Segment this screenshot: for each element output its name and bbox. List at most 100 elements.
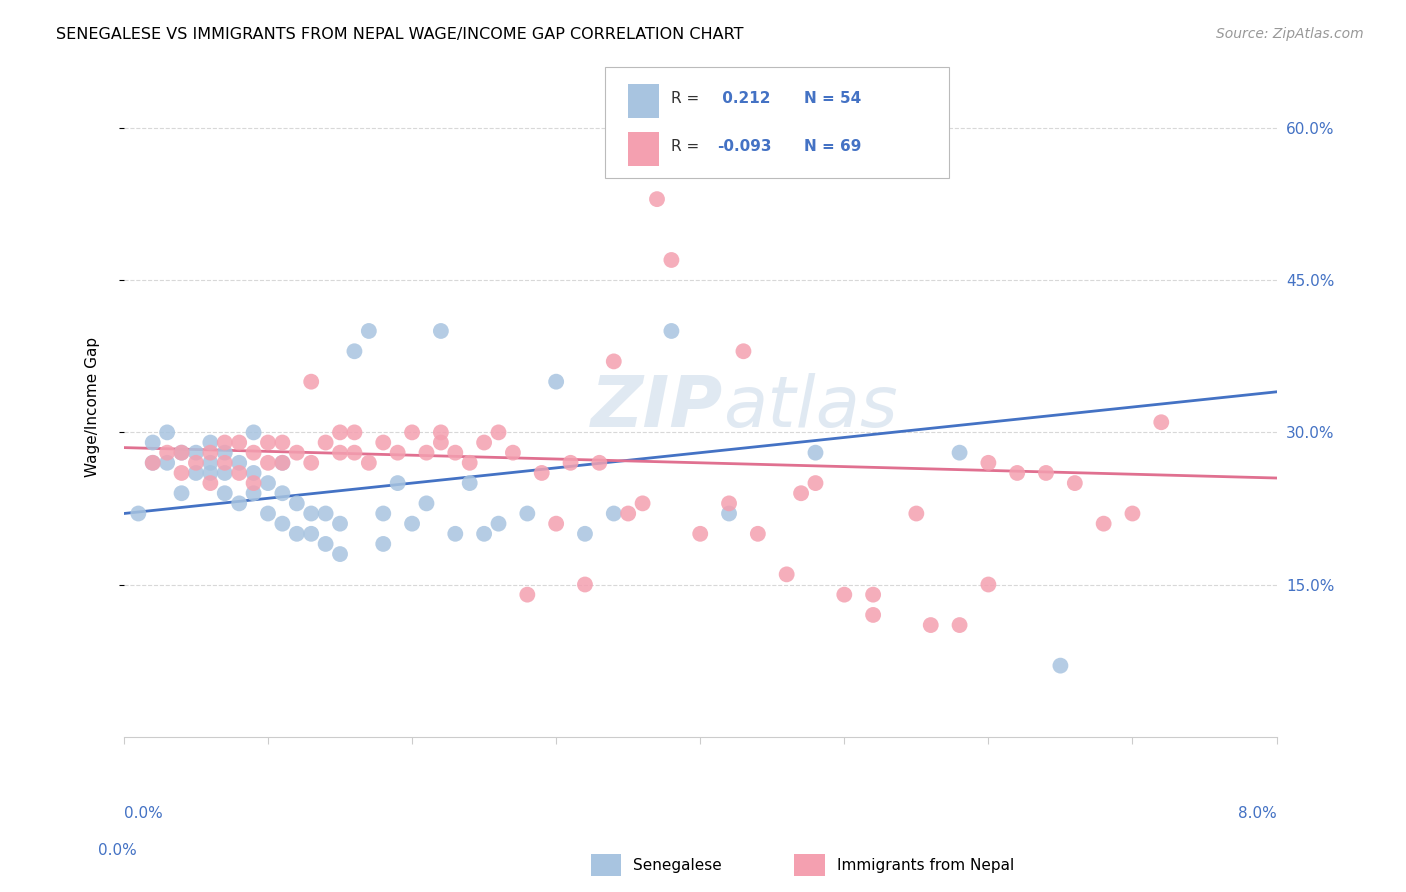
Point	[905, 507, 928, 521]
Point	[329, 547, 352, 561]
Point	[977, 577, 1000, 591]
Point	[373, 435, 395, 450]
Point	[170, 445, 193, 459]
Point	[214, 445, 236, 459]
Text: N = 69: N = 69	[804, 139, 862, 153]
Y-axis label: Wage/Income Gap: Wage/Income Gap	[86, 337, 100, 477]
Point	[242, 466, 264, 480]
Point	[661, 324, 683, 338]
Point	[315, 435, 337, 450]
Point	[631, 496, 654, 510]
Point	[776, 567, 799, 582]
Point	[603, 507, 626, 521]
Point	[285, 496, 308, 510]
Point	[862, 588, 884, 602]
Point	[401, 425, 423, 440]
Point	[170, 445, 193, 459]
Point	[257, 507, 280, 521]
Point	[430, 435, 453, 450]
Point	[271, 456, 294, 470]
Point	[142, 456, 165, 470]
Point	[430, 425, 453, 440]
Point	[401, 516, 423, 531]
Point	[516, 507, 538, 521]
Point	[387, 445, 409, 459]
Point	[214, 456, 236, 470]
Point	[242, 425, 264, 440]
Text: atlas: atlas	[723, 373, 898, 442]
Text: -0.093: -0.093	[717, 139, 772, 153]
Point	[214, 486, 236, 500]
Point	[458, 476, 481, 491]
Point	[285, 526, 308, 541]
Point	[127, 507, 149, 521]
Point	[488, 425, 510, 440]
Point	[617, 507, 640, 521]
Point	[357, 456, 380, 470]
Point	[661, 252, 683, 267]
Text: Source: ZipAtlas.com: Source: ZipAtlas.com	[1216, 27, 1364, 41]
Point	[156, 425, 179, 440]
Point	[142, 456, 165, 470]
Point	[200, 456, 222, 470]
Point	[299, 375, 322, 389]
Point	[257, 476, 280, 491]
Point	[228, 466, 250, 480]
Text: R =: R =	[671, 90, 704, 105]
Point	[488, 516, 510, 531]
Point	[546, 516, 568, 531]
Point	[200, 445, 222, 459]
Point	[329, 425, 352, 440]
Point	[142, 435, 165, 450]
Text: ZIP: ZIP	[591, 373, 723, 442]
Point	[299, 456, 322, 470]
Point	[156, 456, 179, 470]
Point	[228, 456, 250, 470]
Text: SENEGALESE VS IMMIGRANTS FROM NEPAL WAGE/INCOME GAP CORRELATION CHART: SENEGALESE VS IMMIGRANTS FROM NEPAL WAGE…	[56, 27, 744, 42]
Point	[1035, 466, 1057, 480]
Text: 0.212: 0.212	[717, 90, 770, 105]
Point	[184, 456, 207, 470]
Point	[1005, 466, 1028, 480]
Text: 0.0%: 0.0%	[98, 843, 138, 858]
Point	[1150, 415, 1173, 429]
Point	[184, 445, 207, 459]
Point	[832, 588, 855, 602]
Point	[747, 526, 769, 541]
Point	[574, 577, 596, 591]
Point	[257, 435, 280, 450]
Point	[1063, 476, 1085, 491]
Point	[299, 526, 322, 541]
Point	[156, 445, 179, 459]
Point	[357, 324, 380, 338]
Point	[343, 425, 366, 440]
Point	[1092, 516, 1115, 531]
Point	[444, 526, 467, 541]
Text: R =: R =	[671, 139, 704, 153]
Point	[329, 445, 352, 459]
Point	[242, 445, 264, 459]
Point	[804, 476, 827, 491]
Point	[271, 516, 294, 531]
Point	[1049, 658, 1071, 673]
Text: 0.0%: 0.0%	[124, 805, 163, 821]
Point	[200, 476, 222, 491]
Point	[415, 496, 437, 510]
Point	[271, 486, 294, 500]
Point	[257, 456, 280, 470]
Point	[472, 526, 495, 541]
Point	[242, 476, 264, 491]
Point	[588, 456, 610, 470]
Point	[718, 507, 741, 521]
Point	[574, 526, 596, 541]
Point	[214, 466, 236, 480]
Point	[228, 435, 250, 450]
Text: Immigrants from Nepal: Immigrants from Nepal	[837, 858, 1014, 872]
Point	[645, 192, 668, 206]
Point	[444, 445, 467, 459]
Point	[271, 435, 294, 450]
Point	[458, 456, 481, 470]
Point	[271, 456, 294, 470]
Point	[516, 588, 538, 602]
Text: N = 54: N = 54	[804, 90, 862, 105]
